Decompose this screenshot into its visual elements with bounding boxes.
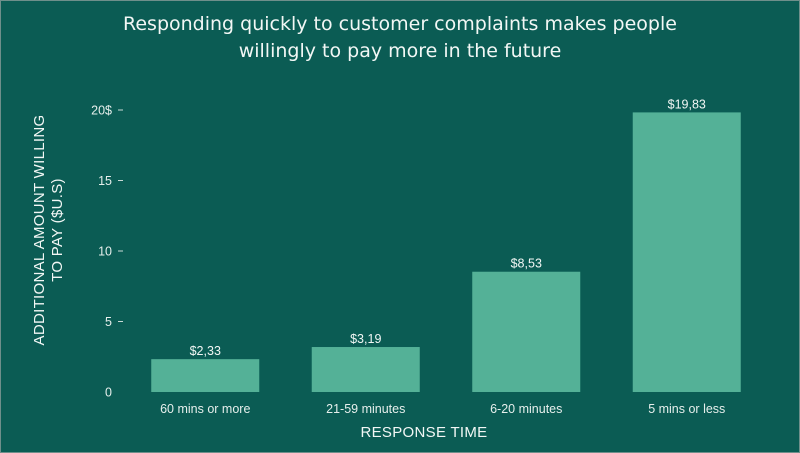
y-tick-label: 10	[98, 245, 112, 259]
bar-value-label: $8,53	[511, 257, 542, 271]
y-axis-label-line-2: TO PAY ($U.S)	[49, 178, 66, 282]
y-tick-label: 5	[105, 315, 112, 329]
x-tick-label: 60 mins or more	[160, 402, 250, 416]
y-tick-label: 20$	[91, 104, 112, 118]
x-axis-label: RESPONSE TIME	[361, 424, 488, 441]
bar-value-label: $19,83	[668, 97, 706, 111]
chart-title-line-1: Responding quickly to customer complaint…	[123, 13, 677, 35]
y-axis: 0 5 10 15 20$	[91, 104, 123, 400]
y-axis-label-line-1: ADDITIONAL AMOUNT WILLING	[31, 115, 48, 346]
x-tick-label: 6-20 minutes	[490, 402, 562, 416]
bar-value-label: $3,19	[350, 332, 381, 346]
x-tick-label: 5 mins or less	[648, 402, 725, 416]
bar	[151, 359, 260, 392]
bar	[632, 112, 741, 392]
bar-value-label: $2,33	[190, 344, 221, 358]
chart-title-line-2: willingly to pay more in the future	[239, 40, 562, 62]
x-tick-label: 21-59 minutes	[326, 402, 405, 416]
bar	[311, 347, 420, 392]
bar	[472, 271, 581, 392]
y-tick-label: 15	[98, 174, 112, 188]
bars-group: $2,33 $3,19 $8,53 $19,83	[151, 97, 741, 392]
x-axis: 60 mins or more 21-59 minutes 6-20 minutes…	[160, 402, 725, 416]
y-tick-label: 0	[105, 386, 112, 400]
